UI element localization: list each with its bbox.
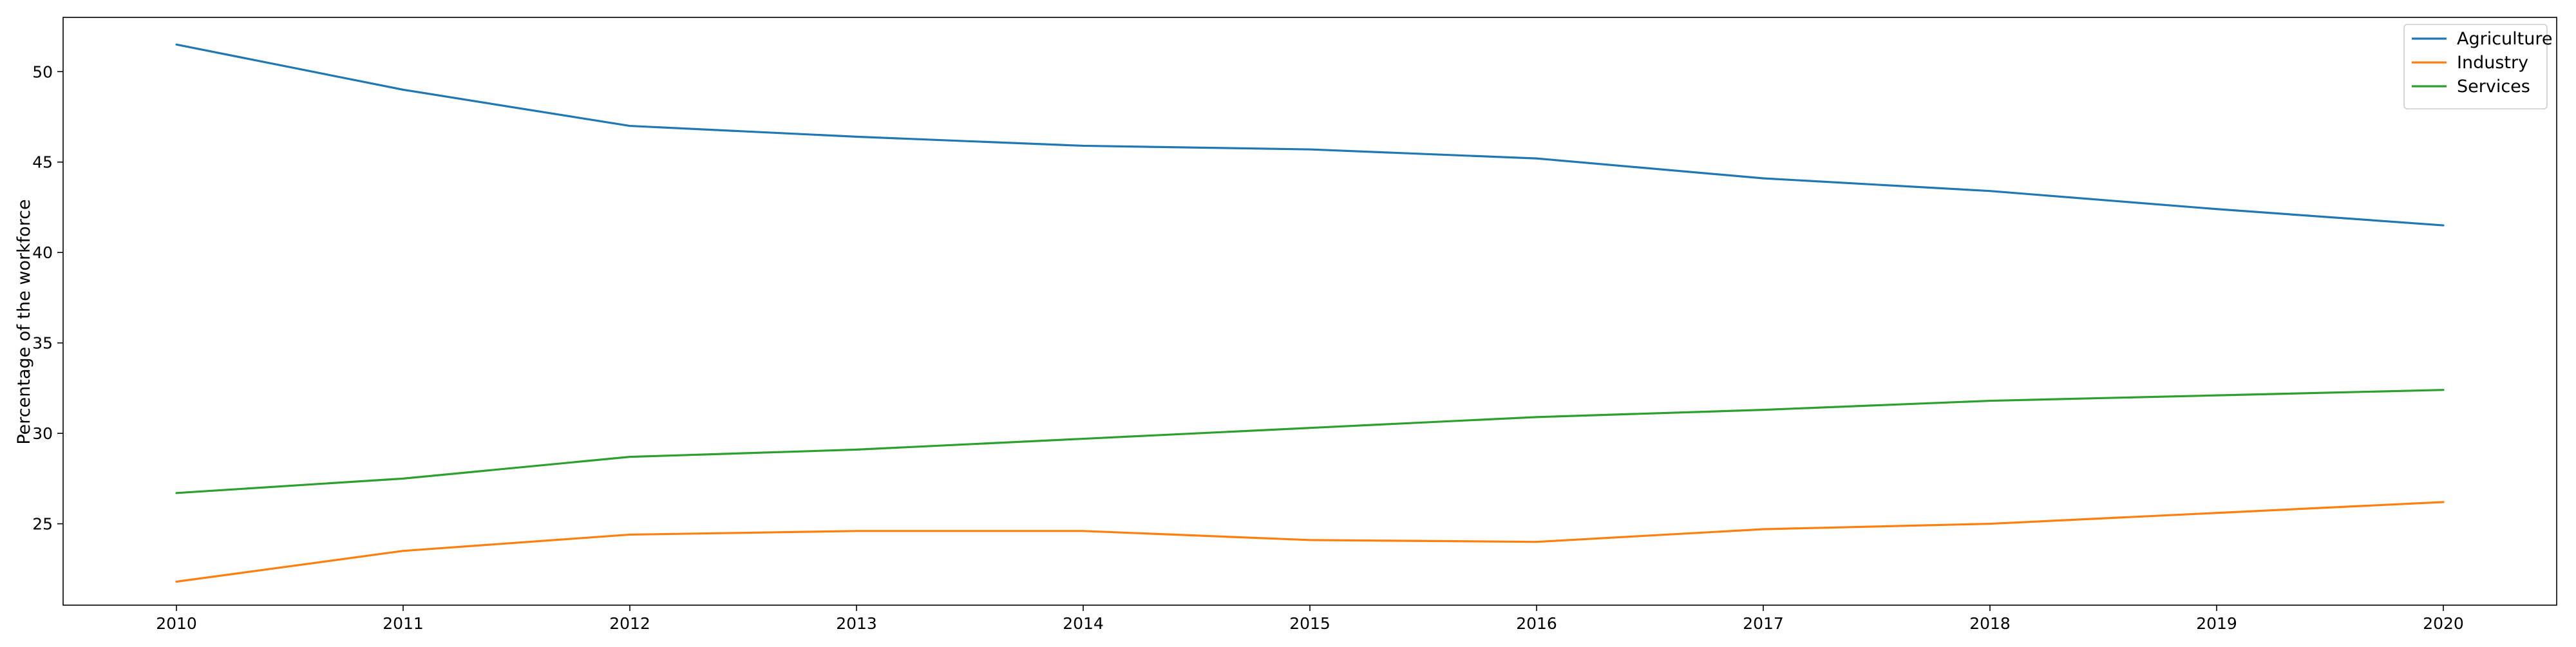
legend-label-industry: Industry — [2457, 53, 2528, 73]
y-tick-label: 45 — [32, 153, 53, 172]
y-tick-label: 30 — [32, 424, 53, 443]
plot-frame — [62, 17, 2557, 606]
y-tick-label: 35 — [32, 334, 53, 353]
series-line-services — [175, 389, 2445, 494]
y-axis-label: Percentage of the workforce — [14, 199, 34, 444]
x-tick-label: 2018 — [1969, 614, 2011, 633]
series-line-industry — [175, 501, 2445, 583]
x-tick-label: 2014 — [1063, 614, 1104, 633]
x-tick-label: 2013 — [836, 614, 877, 633]
x-tick-label: 2011 — [383, 614, 424, 633]
y-tick-label: 50 — [32, 62, 53, 81]
x-tick-label: 2010 — [156, 614, 197, 633]
legend-box — [2403, 24, 2548, 109]
legend-label-services: Services — [2457, 77, 2530, 97]
y-tick-label: 25 — [32, 515, 53, 534]
x-tick-label: 2016 — [1516, 614, 1557, 633]
series-line-agriculture — [175, 43, 2445, 227]
x-tick-label: 2015 — [1289, 614, 1331, 633]
plot-area: 2010 2011 2012 2013 2014 2015 2016 2017 2018 2019… — [32, 17, 2557, 633]
x-tick-label: 2019 — [2196, 614, 2237, 633]
x-tick-label: 2020 — [2423, 614, 2464, 633]
x-tick-label: 2012 — [609, 614, 650, 633]
legend-label-agriculture: Agriculture — [2457, 29, 2553, 49]
y-tick-label: 40 — [32, 243, 53, 262]
legend: Agriculture Industry Services — [2403, 24, 2553, 109]
x-tick-label: 2017 — [1743, 614, 1784, 633]
